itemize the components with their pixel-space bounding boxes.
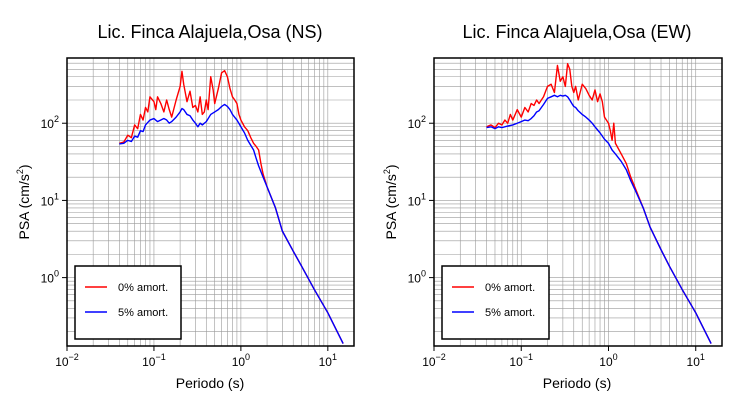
- x-tick-labels: 10−2 10−1 100 101: [422, 346, 705, 369]
- x-tick-labels: 10−2 10−1 100 101: [55, 346, 337, 369]
- x-axis-label: Periodo (s): [543, 375, 611, 391]
- y-tick-labels: 100 101 102: [41, 114, 67, 286]
- x-tick-label: 10−2: [55, 352, 79, 369]
- y-axis-label: PSA (cm/s2): [382, 164, 399, 239]
- x-tick-label: 100: [232, 352, 250, 369]
- y-axis-label-sup: 2: [15, 169, 25, 174]
- series-layer: [486, 63, 712, 344]
- series-line-undamped: [119, 69, 344, 344]
- legend-label-0: 0% amort.: [118, 282, 168, 294]
- y-axis-label-sup: 2: [382, 169, 392, 174]
- y-tick-label: 100: [408, 269, 426, 286]
- legend-box: [74, 265, 182, 340]
- legend: 0% amort. 5% amort.: [74, 265, 182, 340]
- x-tick-label: 100: [599, 352, 617, 369]
- y-axis-label: PSA (cm/s2): [15, 164, 32, 239]
- x-tick-label: 101: [687, 352, 705, 369]
- y-axis-label-close: ): [383, 164, 399, 169]
- series-layer: [119, 69, 344, 344]
- y-tick-label: 102: [41, 114, 59, 131]
- chart-panel-ns: Lic. Finca Alajuela,Osa (NS) 10−2 10−1 100…: [15, 22, 355, 391]
- series-line-damped: [486, 94, 712, 344]
- chart-panel-ew: Lic. Finca Alajuela,Osa (EW) 10−2 10−1 100…: [382, 22, 723, 391]
- x-axis-label: Periodo (s): [176, 375, 244, 391]
- legend-box: [441, 265, 550, 340]
- plot-frame: [433, 57, 723, 347]
- x-tick-label: 10−2: [422, 352, 446, 369]
- series-line-damped: [119, 103, 344, 344]
- legend-label-0: 0% amort.: [485, 282, 535, 294]
- x-tick-label: 10−1: [142, 352, 166, 369]
- plot-frame: [66, 57, 355, 347]
- y-tick-label: 101: [408, 191, 426, 208]
- x-tick-label: 10−1: [509, 352, 533, 369]
- chart-title: Lic. Finca Alajuela,Osa (NS): [97, 22, 322, 42]
- y-axis-label-close: ): [16, 164, 32, 169]
- legend: 0% amort. 5% amort.: [441, 265, 550, 340]
- chart-title: Lic. Finca Alajuela,Osa (EW): [462, 22, 691, 42]
- y-tick-label: 101: [41, 191, 59, 208]
- series-line-undamped: [486, 63, 712, 344]
- legend-label-1: 5% amort.: [485, 307, 535, 319]
- y-tick-label: 102: [408, 114, 426, 131]
- y-axis-label-main: PSA (cm/s: [16, 174, 32, 239]
- x-tick-label: 101: [319, 352, 337, 369]
- y-tick-label: 100: [41, 269, 59, 286]
- y-tick-labels: 100 101 102: [408, 114, 434, 286]
- y-axis-label-main: PSA (cm/s: [383, 174, 399, 239]
- legend-label-1: 5% amort.: [118, 307, 168, 319]
